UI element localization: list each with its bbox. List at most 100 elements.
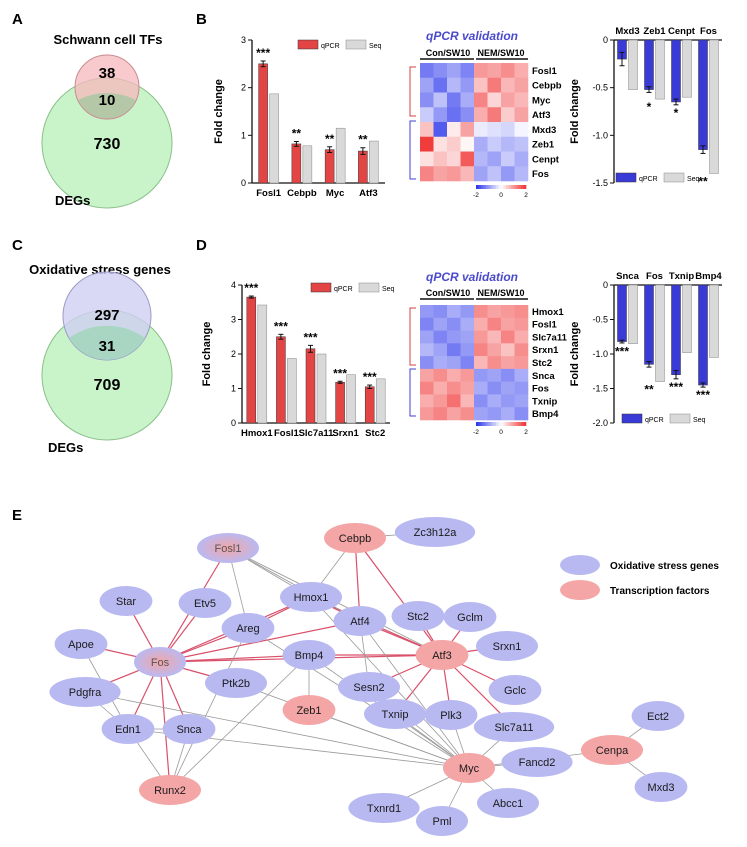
colorscale-step (518, 422, 522, 426)
heatmap-cell (433, 166, 448, 182)
legend-tf-label: Transcription factors (610, 586, 710, 597)
colorscale-step (521, 185, 524, 189)
network-node-shape (49, 677, 121, 707)
network-node-etv5: Etv5 (178, 588, 232, 618)
network-node-label: Bmp4 (295, 650, 324, 662)
heatmap-cell (514, 166, 529, 182)
significance-mark: ** (698, 174, 708, 188)
venn-a-top-count: 38 (99, 65, 116, 82)
heatmap-d: qPCR validation Con/SW10 NEM/SW10 Hmox1 F… (409, 270, 568, 436)
heatmap-cell (487, 166, 502, 182)
heatmap-cell (474, 381, 488, 395)
heatmap-cell (420, 136, 434, 152)
network-node-shape (415, 640, 469, 670)
heatmap-cell (501, 394, 515, 408)
bar-qpcr (258, 63, 268, 184)
network-node-label: Abcc1 (493, 798, 524, 810)
heatmap-cell (433, 343, 448, 357)
legend-seq-label: Seq (382, 286, 395, 293)
y-tick-label: -1.0 (592, 130, 608, 140)
venn-a-degs-label: DEGs (55, 193, 90, 208)
bar-qpcr (291, 143, 302, 184)
network-node-fos: Fos (134, 647, 186, 677)
heatmap-cell (474, 151, 488, 167)
heatmap-cell (460, 356, 475, 370)
network-nodes: Fosl1 Cebpb Zc3h12a Star Etv5 Hmox1 Stc2 Gclm Ar… (49, 517, 688, 836)
heatmap-cell (514, 381, 529, 395)
heatmap-cell (420, 394, 434, 408)
significance-mark: ** (292, 127, 302, 141)
colorscale-step (506, 422, 509, 426)
bar-seq (375, 378, 386, 424)
network-node-myc: Myc (443, 753, 495, 783)
heatmap-cell (501, 305, 515, 319)
heatmap-cell (501, 368, 515, 382)
heatmap-cell (501, 122, 515, 138)
network-node-shape (324, 523, 386, 553)
network-edge (84, 691, 470, 769)
heatmap-cell (514, 394, 529, 408)
bar-qpcr (698, 284, 708, 386)
bar-qpcr (358, 150, 368, 184)
network-node-label: Snca (176, 724, 202, 736)
heatmap-d-title: qPCR validation (426, 270, 518, 284)
heatmap-cell (433, 356, 448, 370)
heatmap-cell (433, 407, 448, 421)
network-node-shape (581, 735, 643, 765)
bar-seq (628, 284, 638, 344)
heatmap-cell (420, 330, 434, 344)
y-tick-label: -2.0 (592, 418, 608, 428)
network-node-label: Stc2 (407, 611, 429, 623)
heatmap-cell (460, 92, 475, 108)
heatmap-cell (433, 63, 448, 79)
network-node-label: Txnip (382, 709, 409, 721)
heatmap-cell (501, 330, 515, 344)
bar-qpcr (246, 296, 257, 424)
bar-seq (655, 284, 665, 382)
legend-qpcr-label: qPCR (321, 43, 340, 50)
legend-qpcr-swatch (615, 172, 637, 183)
heatmap-cell (447, 381, 461, 395)
bar-qpcr (671, 39, 681, 103)
network-node-label: Cebpb (339, 533, 371, 545)
heatmap-cell (487, 122, 502, 138)
y-tick-label: 2 (241, 83, 246, 93)
heatmap-cell (433, 305, 448, 319)
heatmap-cell (460, 107, 475, 123)
network-node-label: Pdgfra (69, 687, 102, 699)
network-node-shape (54, 629, 108, 659)
category-label: Bmp4 (695, 271, 722, 282)
network-node-areg: Areg (221, 613, 275, 643)
heatmap-cell (474, 166, 488, 182)
colorscale-step (501, 185, 504, 189)
y-tick-label: 2 (231, 349, 236, 359)
significance-mark: ** (358, 133, 368, 147)
heatmap-cell (501, 77, 515, 93)
network-node-zeb1: Zeb1 (282, 695, 336, 725)
network-node-stc2: Stc2 (391, 601, 445, 631)
network-node-shape (99, 586, 153, 616)
heatmap-cell (433, 77, 448, 93)
heatmap-cell (474, 356, 488, 370)
bar-seq (335, 127, 346, 184)
heatmap-cell (487, 381, 502, 395)
heatmap-row-label: Cebpb (532, 81, 562, 92)
category-label: Hmox1 (241, 428, 273, 439)
colorscale-step (516, 185, 519, 189)
heatmap-cell (474, 305, 488, 319)
heatmap-cell (514, 77, 529, 93)
colorscale-step (496, 185, 499, 189)
significance-mark: *** (615, 345, 629, 359)
colorscale-tick: 2 (524, 192, 528, 199)
heatmap-cell (474, 136, 488, 152)
heatmap-cell (447, 407, 461, 421)
heatmap-row-label: Myc (532, 95, 550, 106)
bar-qpcr (276, 336, 286, 424)
heatmap-cell (420, 166, 434, 182)
heatmap-cell (420, 63, 434, 79)
heatmap-cell (487, 151, 502, 167)
colorscale-step (508, 422, 512, 426)
significance-mark: *** (303, 330, 317, 344)
colorscale-tick: -2 (473, 192, 479, 199)
